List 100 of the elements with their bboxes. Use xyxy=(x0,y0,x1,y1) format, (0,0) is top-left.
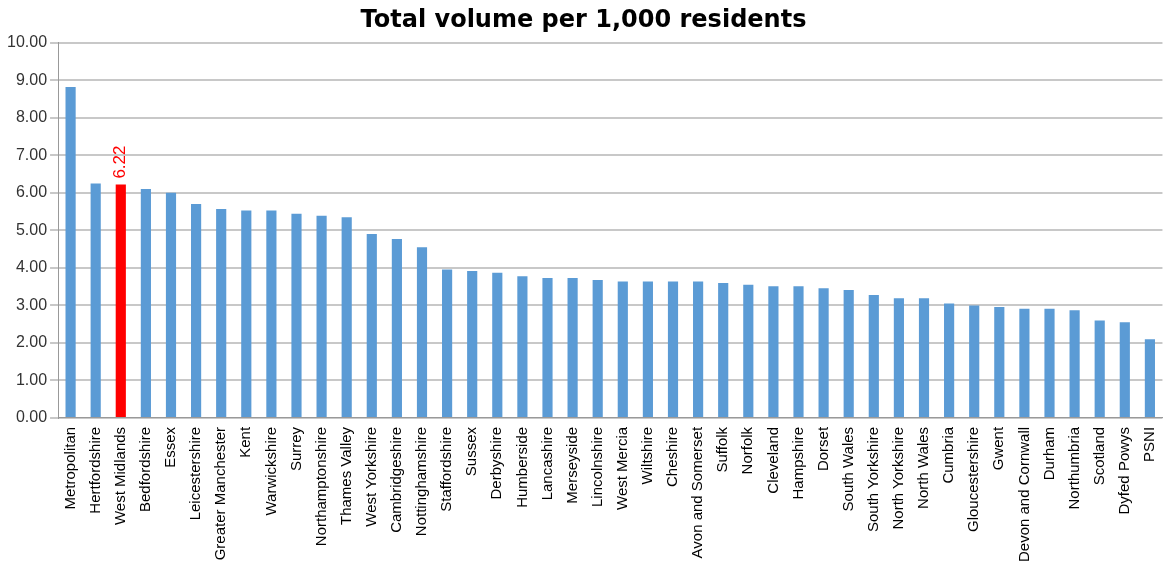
bar xyxy=(642,281,653,417)
x-tick-label: Lancashire xyxy=(537,426,555,501)
bar xyxy=(693,281,704,417)
bar xyxy=(542,278,553,417)
x-tick-label: South Wales xyxy=(838,426,856,512)
data-label: 6.22 xyxy=(110,145,130,179)
bar xyxy=(442,269,453,417)
bar xyxy=(115,184,126,417)
bar xyxy=(366,234,377,417)
bar xyxy=(667,281,679,417)
x-tick-label: Surrey xyxy=(286,426,304,472)
x-tick-label: Cleveland xyxy=(763,426,781,494)
bar xyxy=(994,306,1005,417)
bar xyxy=(90,183,101,417)
y-tick-label: 6.00 xyxy=(15,183,48,201)
bar xyxy=(718,282,729,417)
x-tick-label: Warwickshire xyxy=(261,426,279,516)
y-tick-label: 1.00 xyxy=(15,370,48,388)
bar xyxy=(291,213,302,417)
y-tick-label: 9.00 xyxy=(15,70,48,88)
x-tick-label: Bedfordshire xyxy=(136,426,154,512)
bar xyxy=(1094,320,1105,417)
bar xyxy=(793,286,804,417)
x-tick-label: Lincolnshire xyxy=(587,426,605,507)
bar xyxy=(918,298,930,417)
bar xyxy=(1044,308,1055,417)
y-tick-label: 3.00 xyxy=(15,295,48,313)
bar xyxy=(391,238,402,417)
bar xyxy=(416,247,428,417)
bar xyxy=(617,281,628,417)
x-tick-label: Sussex xyxy=(462,426,480,477)
bar xyxy=(65,87,76,417)
y-tick-label: 7.00 xyxy=(15,145,48,163)
bar xyxy=(266,210,277,417)
y-tick-label: 5.00 xyxy=(15,220,48,238)
x-tick-label: Avon and Somerset xyxy=(688,426,706,559)
x-tick-label: Cumbria xyxy=(939,426,957,484)
x-tick-label: Gloucestershire xyxy=(964,426,982,532)
bar xyxy=(1069,310,1080,417)
x-tick-label: North Wales xyxy=(914,426,932,509)
x-tick-label: Cambridgeshire xyxy=(387,426,405,533)
x-tick-label: Humberside xyxy=(512,426,530,508)
bar xyxy=(191,204,202,417)
x-tick-label: West Mercia xyxy=(612,426,630,510)
x-tick-label: Wiltshire xyxy=(638,426,656,485)
x-tick-label: Northamptonshire xyxy=(311,426,329,547)
x-tick-label: Gwent xyxy=(989,426,1007,471)
x-tick-label: Staffordshire xyxy=(437,426,455,512)
x-tick-label: Hampshire xyxy=(788,426,806,500)
x-tick-label: PSNI xyxy=(1140,426,1158,462)
bar xyxy=(567,278,578,417)
x-tick-label: Leicestershire xyxy=(186,426,204,521)
bar xyxy=(341,217,352,417)
bar xyxy=(868,294,879,417)
x-tick-label: Northumbria xyxy=(1064,426,1082,510)
bar xyxy=(316,215,327,417)
x-tick-label: Norfolk xyxy=(738,426,756,475)
bar xyxy=(241,210,252,417)
x-tick-label: Cheshire xyxy=(663,426,681,487)
bar xyxy=(592,279,603,417)
x-tick-label: Metropolitan xyxy=(60,426,78,510)
bar xyxy=(492,272,503,417)
bar xyxy=(768,286,779,417)
x-tick-label: Scotland xyxy=(1089,426,1107,486)
x-tick-label: Nottinghamshire xyxy=(412,426,430,537)
bar xyxy=(893,298,904,417)
x-tick-label: Dorset xyxy=(813,426,831,472)
bar xyxy=(140,189,151,417)
x-tick-label: Greater Manchester xyxy=(211,426,229,561)
y-tick-label: 10.00 xyxy=(6,33,48,51)
x-tick-label: South Yorkshire xyxy=(863,426,881,532)
bar xyxy=(818,288,829,417)
bar xyxy=(969,305,980,417)
x-tick-label: North Yorkshire xyxy=(889,426,907,530)
y-tick-label: 4.00 xyxy=(15,258,48,276)
bar xyxy=(467,270,478,417)
x-tick-label: Essex xyxy=(161,426,179,468)
bar xyxy=(1119,322,1130,417)
x-tick-label: Kent xyxy=(236,426,254,458)
x-tick-label: West Yorkshire xyxy=(361,426,379,527)
bar xyxy=(1144,339,1155,417)
x-tick-label: West Midlands xyxy=(110,426,128,526)
y-tick-label: 2.00 xyxy=(15,333,48,351)
bar xyxy=(743,284,754,417)
x-tick-label: Derbyshire xyxy=(487,426,505,500)
bar xyxy=(843,290,854,417)
bar xyxy=(216,208,227,417)
x-tick-label: Durham xyxy=(1039,426,1057,481)
bar xyxy=(165,192,177,417)
chart-title: Total volume per 1,000 residents xyxy=(360,4,807,33)
x-tick-label: Hertfordshire xyxy=(85,426,103,514)
bar xyxy=(517,276,528,417)
y-tick-label: 8.00 xyxy=(15,108,48,126)
y-tick-label: 0.00 xyxy=(15,408,48,426)
x-tick-label: Suffolk xyxy=(713,426,731,473)
bar xyxy=(944,303,955,417)
x-tick-label: Devon and Cornwall xyxy=(1014,426,1032,562)
x-tick-label: Merseyside xyxy=(562,426,580,504)
bar xyxy=(1019,308,1030,417)
x-tick-label: Thames Valley xyxy=(336,426,354,526)
